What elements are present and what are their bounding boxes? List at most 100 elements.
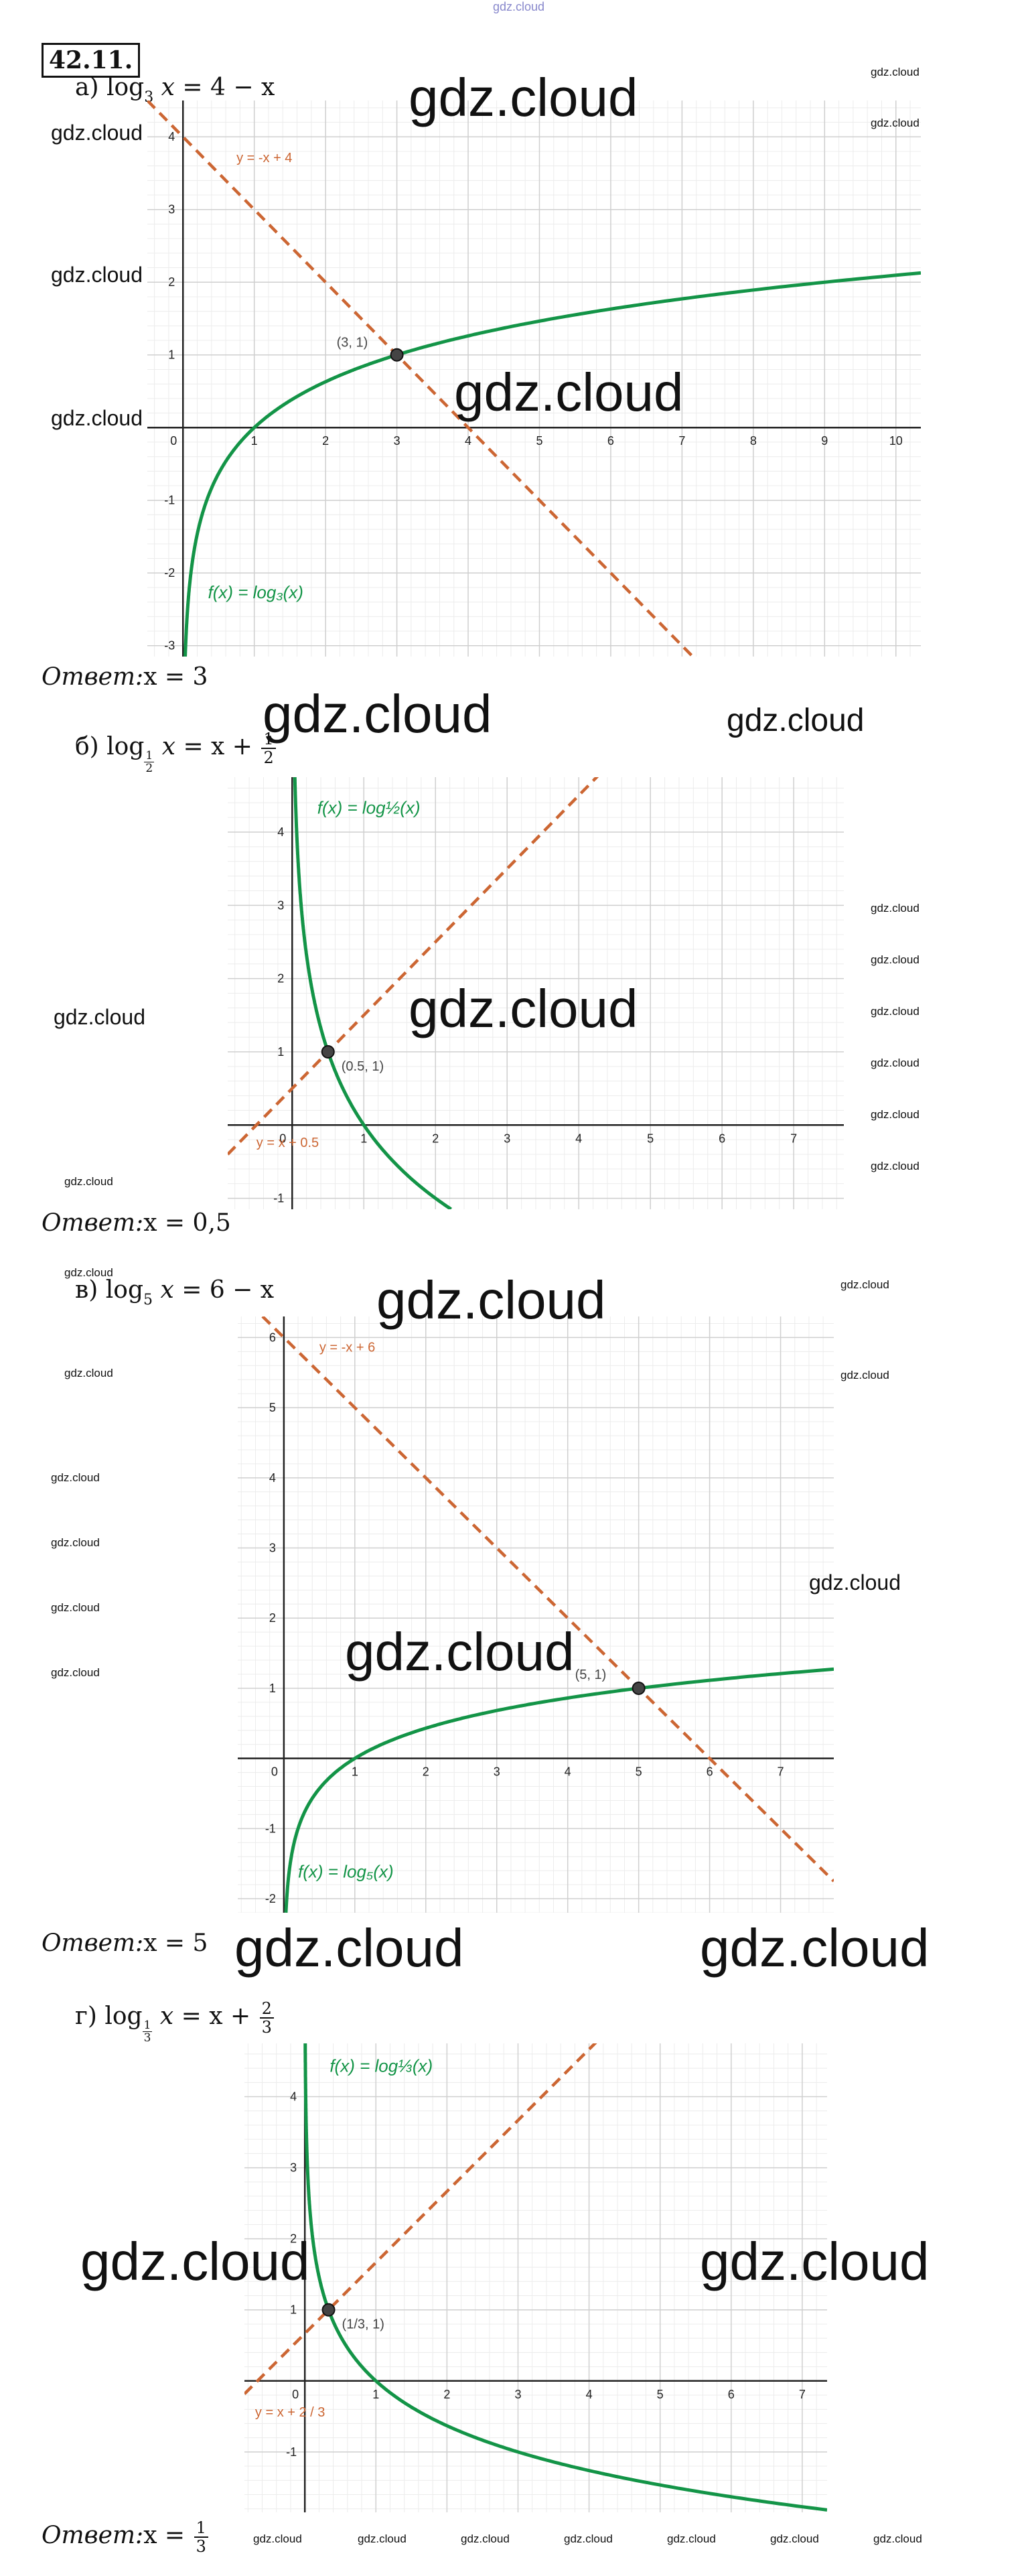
y-tick-label: 6 [269, 1331, 276, 1344]
chart-d: 0 1 2 3 4 5 6 7 -1 1 2 3 4 f(x) = log⅓(x) y = x + 2 / … [244, 2043, 827, 2512]
log-curve [184, 271, 921, 657]
watermark: gdz.cloud [253, 2532, 302, 2545]
y-tick-label: 2 [277, 972, 284, 986]
y-tick-label: -3 [164, 639, 175, 653]
answer-d-value: x = [143, 2522, 186, 2549]
watermark: gdz.cloud [871, 1160, 920, 1172]
problem-b-frac-num: 1 [261, 730, 276, 749]
x-tick-label: 10 [889, 434, 903, 448]
watermark: gdz.cloud [809, 1570, 901, 1595]
x-tick-label: 0 [279, 1132, 286, 1145]
y-tick-label: 2 [269, 1611, 276, 1625]
y-tick-label: 2 [168, 275, 175, 289]
log-curve [303, 2043, 827, 2512]
watermark: gdz.cloud [345, 1622, 575, 1682]
x-tick-label: 6 [719, 1132, 725, 1145]
line-series [147, 100, 695, 657]
y-tick-label: 4 [290, 2090, 297, 2104]
line-label: y = -x + 4 [236, 151, 292, 165]
answer-b: Ответ:x = 0,5 [42, 1209, 231, 1237]
x-tick-label: 2 [322, 434, 329, 448]
x-tick-label: 3 [494, 1765, 500, 1779]
y-tick-label: -1 [286, 2445, 297, 2459]
watermark: gdz.cloud [871, 66, 920, 78]
watermark: gdz.cloud [51, 1666, 100, 1679]
watermark: gdz.cloud [871, 1057, 920, 1069]
watermark: gdz.cloud [51, 1536, 100, 1549]
y-tick-label: -2 [164, 566, 175, 580]
problem-a-base: 3 [144, 89, 154, 106]
watermark: gdz.cloud [840, 1278, 889, 1291]
y-tick-label: 3 [269, 1542, 276, 1555]
watermark: gdz.cloud [376, 1270, 606, 1330]
problem-d-label: г) [75, 2003, 97, 2030]
x-tick-label: 2 [443, 2388, 450, 2401]
y-tick-label: 2 [290, 2232, 297, 2246]
watermark: gdz.cloud [64, 1266, 113, 1279]
x-tick-label: 7 [778, 1765, 784, 1779]
problem-c-label: в) [75, 1276, 98, 1304]
y-tick-label: 1 [168, 348, 175, 362]
intersection-point [632, 1681, 646, 1695]
intersection-point [321, 2303, 336, 2317]
problem-c-base: 5 [143, 1292, 153, 1308]
watermark: gdz.cloud [461, 2532, 510, 2545]
line-label: y = x + 0.5 [256, 1136, 319, 1150]
problem-b-base-den: 2 [145, 762, 153, 775]
x-tick-label: 5 [536, 434, 542, 448]
x-tick-label: 8 [750, 434, 757, 448]
log-curve [293, 777, 452, 1209]
x-tick-label: 1 [251, 434, 258, 448]
x-tick-label: 0 [271, 1765, 278, 1779]
x-tick-label: 3 [514, 2388, 521, 2401]
problem-b-label: б) [75, 733, 99, 760]
watermark: gdz.cloud [727, 703, 865, 738]
y-tick-label: -1 [265, 1822, 276, 1835]
intersection-label: (5, 1) [575, 1668, 607, 1682]
problem-a-rhs: = 4 − x [182, 74, 275, 101]
x-tick-label: 6 [707, 1765, 713, 1779]
chart-b: 0 1 2 3 4 5 6 7 -1 1 2 3 4 f(x) = log½(x) y = x + 0.5 (… [228, 777, 844, 1209]
intersection-label: (3, 1) [337, 336, 368, 350]
exercise-number: 42.11. [42, 43, 141, 78]
x-tick-label: 5 [647, 1132, 654, 1145]
x-tick-label: 3 [504, 1132, 510, 1145]
x-tick-label: 4 [565, 1765, 571, 1779]
problem-a-label: а) [75, 74, 99, 101]
problem-d-frac-num: 2 [259, 2000, 274, 2019]
watermark: gdz.cloud [54, 1005, 145, 1029]
curve-label: f(x) = log₃(x) [208, 582, 303, 602]
y-tick-label: 4 [269, 1471, 276, 1485]
intersection-label: (1/3, 1) [342, 2317, 384, 2332]
y-tick-label: 1 [277, 1045, 284, 1059]
x-tick-label: 7 [799, 2388, 806, 2401]
intersection-point [390, 348, 404, 362]
x-tick-label: 2 [423, 1765, 429, 1779]
y-tick-label: -1 [164, 494, 175, 507]
watermark: gdz.cloud [358, 2532, 407, 2545]
answer-d-frac-den: 3 [196, 2537, 206, 2556]
chart-a: 0 1 2 3 4 5 6 7 8 9 10 -3 -2 -1 1 2 3 4 f(x) = log₃(x) y = … [147, 100, 921, 657]
watermark: gdz.cloud [871, 117, 920, 129]
intersection-label: (0.5, 1) [342, 1059, 384, 1074]
watermark: gdz.cloud [667, 2532, 716, 2545]
watermark: gdz.cloud [564, 2532, 613, 2545]
curve-label: f(x) = log⅓(x) [329, 2055, 433, 2076]
watermark: gdz.cloud [840, 1369, 889, 1381]
y-tick-label: 4 [277, 825, 284, 839]
x-tick-label: 1 [352, 1765, 358, 1779]
y-tick-label: 5 [269, 1401, 276, 1414]
line-label: y = -x + 6 [319, 1340, 375, 1355]
problem-b-base-num: 1 [144, 749, 155, 762]
watermark: gdz.cloud [700, 2232, 930, 2291]
answer-c: Ответ:x = 5 [42, 1929, 208, 1957]
plot-area: 0 1 2 3 4 5 6 7 -1 1 2 3 4 f(x) = log⅓(x) y = x + 2 / … [244, 2043, 827, 2512]
watermark: gdz.cloud [51, 406, 143, 430]
watermark: gdz.cloud [454, 362, 684, 422]
y-tick-label: 3 [168, 203, 175, 216]
problem-b-frac-den: 2 [263, 748, 274, 767]
answer-d-frac-num: 1 [194, 2519, 208, 2538]
